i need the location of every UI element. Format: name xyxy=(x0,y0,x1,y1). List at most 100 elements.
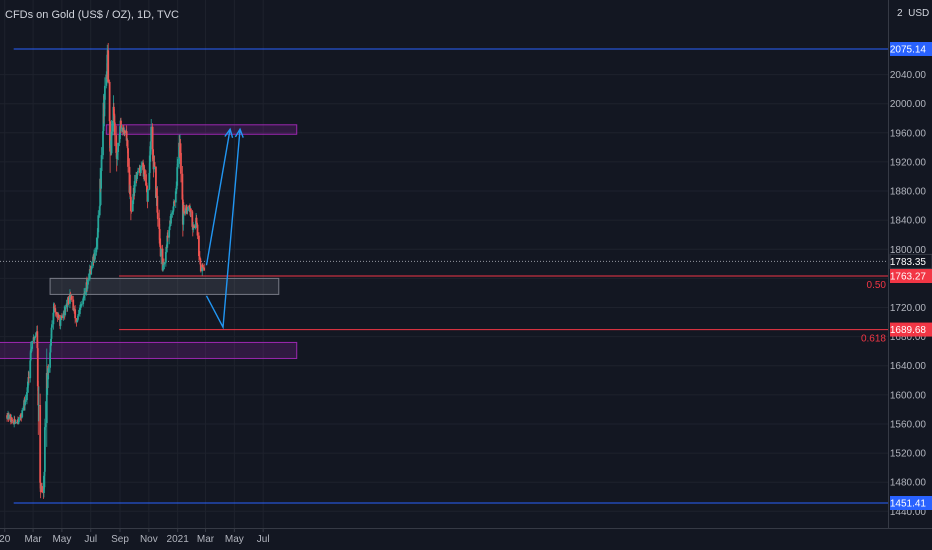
candle-body xyxy=(149,141,152,152)
candle-body xyxy=(148,172,151,190)
candle-body xyxy=(183,211,186,214)
y-tick-label: 1440.00 xyxy=(890,507,927,518)
candle-body xyxy=(29,350,32,361)
candle-body xyxy=(192,228,195,230)
candle-body xyxy=(50,338,52,346)
candle-body xyxy=(159,243,162,246)
candle-body xyxy=(201,265,204,272)
candle-body xyxy=(24,401,26,406)
candle-body xyxy=(36,348,39,387)
candle-body xyxy=(145,174,147,186)
candle-body xyxy=(120,120,122,129)
candle-body xyxy=(95,237,98,247)
price-tag xyxy=(890,496,932,510)
y-tick-label: 2040.00 xyxy=(890,70,927,81)
zone-resistance[interactable] xyxy=(105,124,298,135)
candle-body xyxy=(142,162,145,171)
candle-body xyxy=(19,414,22,418)
candle-body xyxy=(47,367,50,373)
candle-body xyxy=(70,296,73,300)
candle-body xyxy=(80,304,83,306)
candle-body xyxy=(103,85,106,100)
candle-body xyxy=(194,225,197,228)
candle-body xyxy=(77,313,80,316)
candle-body xyxy=(17,422,20,423)
candle-body xyxy=(84,292,86,295)
candle-body xyxy=(198,255,201,258)
candle-body xyxy=(113,115,116,123)
candle-body xyxy=(20,416,23,418)
candle-body xyxy=(172,211,174,213)
candle-body xyxy=(18,417,20,423)
candle-body xyxy=(95,246,98,253)
candle-body xyxy=(198,257,201,259)
candle-body xyxy=(45,372,48,424)
candle-body xyxy=(57,314,60,318)
candle-body xyxy=(75,318,78,322)
candle-body xyxy=(53,306,56,309)
candle-body xyxy=(86,279,89,285)
candle-body xyxy=(161,248,164,271)
zone-support-mid[interactable] xyxy=(49,277,280,295)
candle-body xyxy=(155,166,157,198)
candle-body xyxy=(62,312,65,315)
projection-arrow[interactable] xyxy=(205,129,241,330)
candle-body xyxy=(172,201,175,207)
y-tick-label: 1640.00 xyxy=(890,361,927,372)
candle-body xyxy=(102,102,105,132)
candle-body xyxy=(129,185,132,198)
zones xyxy=(0,124,298,359)
candle-body xyxy=(60,316,62,319)
candle-body xyxy=(76,319,79,322)
candle-body xyxy=(59,318,62,326)
candle-body xyxy=(55,311,58,315)
candle-body xyxy=(132,187,135,200)
candle-body xyxy=(162,265,164,271)
projection-arrow[interactable] xyxy=(205,129,231,266)
candle-body xyxy=(24,400,27,402)
y-tick-label: 1520.00 xyxy=(890,449,927,460)
candle-body xyxy=(43,475,45,493)
x-tick-label: May xyxy=(52,534,71,545)
y-tick-label: 1560.00 xyxy=(890,419,927,430)
candle-body xyxy=(158,229,161,244)
candle-body xyxy=(97,215,100,233)
candle-body xyxy=(31,340,34,349)
candle-body xyxy=(37,405,40,406)
candle-body xyxy=(22,406,25,411)
candle-body xyxy=(155,188,158,196)
price-tag xyxy=(890,42,932,56)
candle-body xyxy=(133,181,136,193)
candle-body xyxy=(26,392,28,401)
candle-body xyxy=(122,127,125,133)
candle-body xyxy=(30,348,33,351)
candle-body xyxy=(52,312,55,325)
price-axis[interactable]: 1440.00 1480.00 1520.00 1560.00 1600.00 1640.… xyxy=(890,70,927,518)
x-tick-label: Jul xyxy=(84,534,97,545)
candle-body xyxy=(108,81,111,122)
candle-body xyxy=(178,142,180,164)
candle-body xyxy=(72,299,75,311)
candle-body xyxy=(119,132,121,135)
currency-label[interactable]: 2 USD xyxy=(897,8,929,19)
candle-body xyxy=(79,307,82,308)
candle-body xyxy=(202,267,205,268)
candle-body xyxy=(165,246,168,252)
candle-body xyxy=(137,170,139,173)
currency-unit: USD xyxy=(908,8,930,19)
candle-body xyxy=(179,143,182,153)
price-tag-label: 1763.27 xyxy=(890,272,927,283)
time-axis[interactable]: 20 Mar May Jul Sep Nov 2021 Mar May Jul xyxy=(0,528,270,545)
candle-body xyxy=(185,205,188,211)
candle-body xyxy=(82,298,85,305)
x-tick-label: Jul xyxy=(257,534,270,545)
candle-body xyxy=(76,321,78,323)
candle-body xyxy=(102,131,104,156)
zone-support-low[interactable] xyxy=(0,341,298,359)
y-tick-label: 1480.00 xyxy=(890,478,927,489)
candle-body xyxy=(143,169,146,175)
candle-body xyxy=(168,230,171,238)
price-tag-label: 1689.68 xyxy=(890,325,927,336)
candles xyxy=(6,42,206,499)
